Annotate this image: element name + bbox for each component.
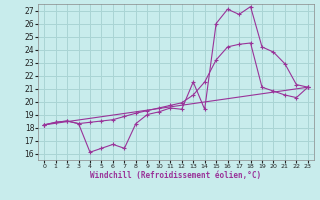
X-axis label: Windchill (Refroidissement éolien,°C): Windchill (Refroidissement éolien,°C) <box>91 171 261 180</box>
